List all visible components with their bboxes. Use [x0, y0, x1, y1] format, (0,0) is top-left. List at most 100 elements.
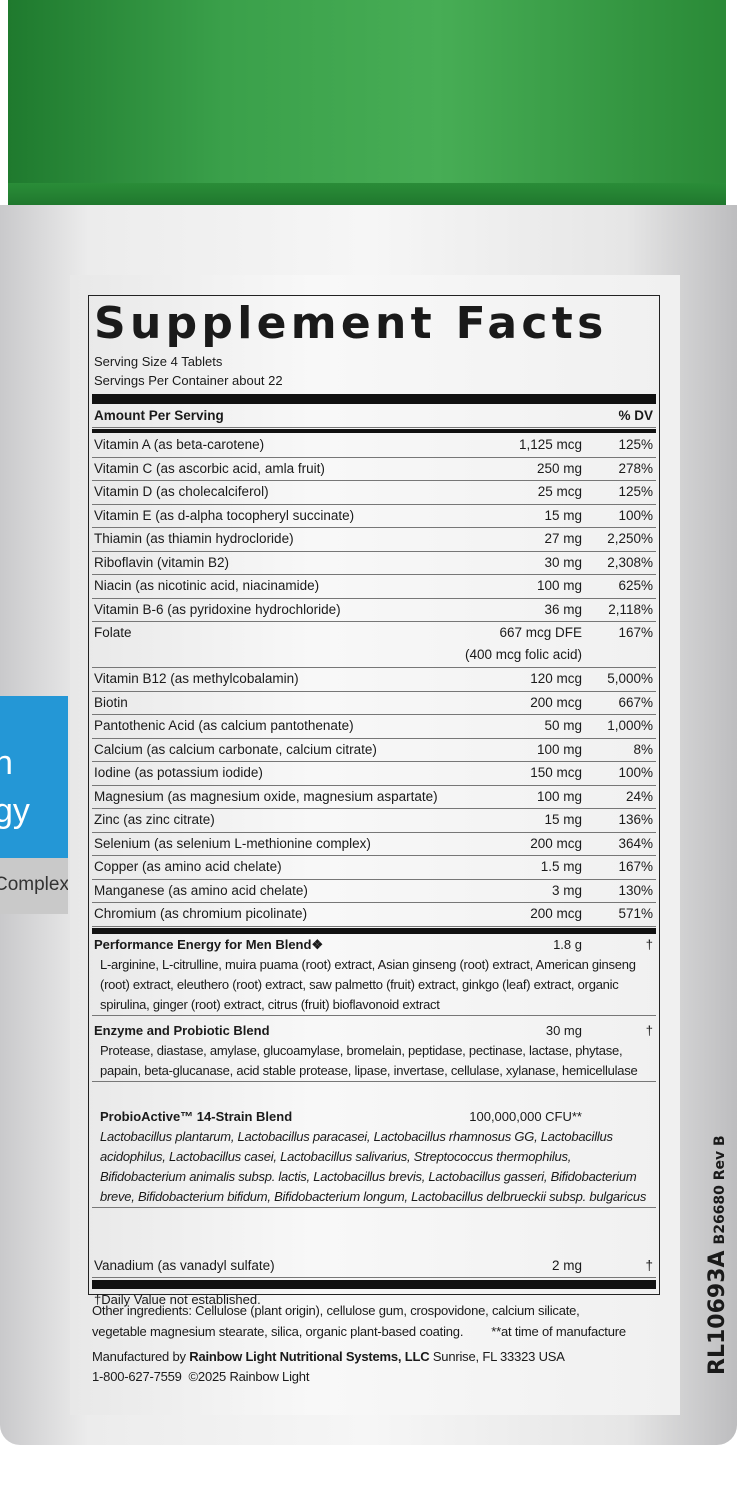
nutrient-name: Iodine (as potassium iodide): [94, 765, 263, 780]
nutrient-name: Zinc (as zinc citrate): [94, 812, 215, 827]
nutrient-row: Chromium (as chromium picolinate) 200 mc…: [92, 903, 656, 927]
other-ingredients: Other ingredients: Cellulose (plant orig…: [92, 1303, 580, 1318]
nutrient-dv: 130%: [618, 882, 653, 898]
blend-row: Enzyme and Probiotic Blend 30 mg † Protease…: [92, 1021, 656, 1082]
nutrient-dv: 100%: [618, 507, 653, 523]
blend-dv: †: [645, 1022, 653, 1038]
header-amount: Amount Per Serving: [94, 408, 224, 423]
nutrient-dv: 136%: [618, 812, 653, 827]
nutrient-amount: 250 mg: [536, 460, 582, 476]
nutrient-name: Vitamin E (as d-alpha tocopheryl succina…: [94, 507, 355, 523]
blend-amount: 100,000,000 CFU**: [469, 1108, 582, 1124]
front-label-edge: n gy: [0, 696, 68, 858]
nutrient-dv: 24%: [625, 788, 653, 804]
nutrient-amount: 25 mcg: [537, 484, 582, 499]
nutrient-row: Vitamin B-6 (as pyridoxine hydrochloride…: [92, 599, 656, 622]
nutrient-name: Vitamin C (as ascorbic acid, amla fruit): [94, 460, 325, 476]
nutrient-name: Chromium (as chromium picolinate): [94, 906, 308, 921]
nutrient-amount: 100 mg: [536, 578, 582, 593]
blend-header: Enzyme and Probiotic Blend 30 mg †: [94, 1021, 656, 1041]
product-code: RL10693A: [705, 1250, 730, 1375]
nutrient-row: Riboflavin (vitamin B2) 30 mg 2,308%: [92, 552, 656, 575]
bottle-cap: [8, 0, 726, 215]
nutrient-row: Zinc (as zinc citrate) 15 mg 136%: [92, 809, 656, 833]
nutrient-row: Copper (as amino acid chelate) 1.5 mg 16…: [92, 856, 656, 880]
panel-title: Supplement Facts: [94, 298, 608, 349]
nutrient-amount: 36 mg: [544, 601, 582, 617]
nutrient-dv: 5,000%: [607, 671, 653, 686]
nutrient-dv: 1,000%: [607, 718, 653, 733]
nutrient-row: Niacin (as nicotinic acid, niacinamide) …: [92, 575, 656, 599]
lot-code: RL10693A B26680 Rev B: [705, 1135, 730, 1375]
nutrient-row: Vitamin C (as ascorbic acid, amla fruit)…: [92, 458, 656, 481]
nutrient-amount: 200 mcg: [530, 835, 582, 851]
nutrient-name: Vitamin B-6 (as pyridoxine hydrochloride…: [94, 601, 341, 617]
label-background: [70, 275, 680, 1415]
copyright: ©2025 Rainbow Light: [188, 1369, 310, 1384]
front-label-text: gy: [0, 792, 30, 830]
blend-header: ProbioActive™ 14-Strain Blend 100,000,000…: [100, 1107, 656, 1127]
nutrient-row: Folate 667 mcg DFE 167% (400 mcg folic ac…: [92, 622, 656, 668]
nutrient-dv: 125%: [618, 437, 653, 452]
blend-amount: 30 mg: [545, 1022, 582, 1038]
blend-ingredients: L-arginine, L-citrulline, muira puama (r…: [100, 956, 636, 1012]
cfu-note: **at time of manufacture: [491, 1324, 626, 1339]
blend-name: ProbioActive™ 14-Strain Blend: [100, 1108, 293, 1124]
manufacturer-prefix: Manufactured by: [92, 1349, 186, 1364]
nutrient-dv: 2,250%: [607, 531, 653, 546]
nutrient-row: Pantothenic Acid (as calcium pantothenat…: [92, 715, 656, 739]
blend-header: Performance Energy for Men Blend❖ 1.8 g †: [94, 935, 656, 955]
blend-amount: 1.8 g: [553, 936, 582, 952]
nutrient-row: Magnesium (as magnesium oxide, magnesium…: [92, 786, 656, 809]
nutrient-name: Thiamin (as thiamin hydrocloride): [94, 531, 294, 546]
nutrient-dv: 625%: [618, 578, 653, 593]
nutrient-name: Copper (as amino acid chelate): [94, 859, 282, 874]
manufacturer-location: Sunrise, FL 33323 USA: [432, 1349, 565, 1364]
nutrient-name: Magnesium (as magnesium oxide, magnesium…: [94, 788, 438, 804]
nutrient-row: Vitamin B12 (as methylcobalamin) 120 mcg…: [92, 668, 656, 692]
nutrient-amount: 50 mg: [544, 718, 582, 733]
nutrient-amount: 2 mg: [551, 1257, 582, 1273]
divider-medium: [92, 429, 656, 433]
blend-name: Enzyme and Probiotic Blend: [94, 1022, 270, 1038]
serving-size: Serving Size 4 Tablets: [94, 354, 223, 369]
front-label-complex: Complex: [0, 874, 68, 895]
divider-thick: [92, 927, 656, 934]
header-dv: % DV: [618, 408, 653, 423]
nutrient-name: Pantothenic Acid (as calcium pantothenat…: [94, 718, 354, 733]
nutrient-row: Vitamin D (as cholecalciferol) 25 mcg 12…: [92, 481, 656, 505]
nutrient-amount: 1,125 mcg: [518, 437, 582, 452]
nutrient-name: Selenium (as selenium L-methionine compl…: [94, 835, 371, 851]
front-label-band: Complex: [0, 858, 68, 914]
nutrient-name: Calcium (as calcium carbonate, calcium c…: [94, 741, 377, 757]
nutrient-amount: 120 mcg: [530, 671, 582, 686]
nutrient-amount-detail: (400 mcg folic acid): [464, 647, 582, 662]
nutrient-dv: 125%: [618, 484, 653, 499]
nutrient-amount: 100 mg: [536, 741, 582, 757]
manufacturer-line: Manufactured by Rainbow Light Nutritiona…: [92, 1349, 565, 1364]
nutrient-row-vanadium: Vanadium (as vanadyl sulfate) 2 mg †: [92, 1255, 656, 1278]
blend-dv: †: [645, 936, 653, 952]
blend-ingredients: Protease, diastase, amylase, glucoamylas…: [100, 1042, 638, 1078]
servings-per-container: Servings Per Container about 22: [94, 373, 283, 388]
other-ingredients-2: vegetable magnesium stearate, silica, or…: [92, 1324, 626, 1339]
other-ingredients-text: vegetable magnesium stearate, silica, or…: [92, 1324, 464, 1339]
nutrient-dv: 2,118%: [608, 601, 653, 617]
nutrient-dv: 167%: [618, 859, 653, 874]
blend-row: ProbioActive™ 14-Strain Blend 100,000,000…: [92, 1107, 656, 1208]
nutrient-amount: 15 mg: [544, 507, 582, 523]
nutrient-row: Iodine (as potassium iodide) 150 mcg 100…: [92, 762, 656, 786]
nutrient-amount: 1.5 mg: [540, 859, 582, 874]
revision-code: B26680 Rev B: [712, 1135, 728, 1245]
nutrient-amount: 100 mg: [536, 788, 582, 804]
manufacturer-name: Rainbow Light Nutritional Systems, LLC: [189, 1349, 430, 1364]
nutrient-amount: 27 mg: [544, 531, 582, 546]
supplement-facts-panel: Supplement Facts Serving Size 4 Tablets …: [88, 295, 660, 1307]
nutrient-dv: 364%: [618, 835, 653, 851]
nutrient-name: Niacin (as nicotinic acid, niacinamide): [94, 578, 320, 593]
blend-name: Performance Energy for Men Blend❖: [94, 936, 324, 952]
nutrient-name: Manganese (as amino acid chelate): [94, 882, 308, 898]
nutrient-name: Vitamin A (as beta-carotene): [94, 437, 265, 452]
front-label-text: n: [0, 744, 13, 782]
nutrient-amount: 15 mg: [544, 812, 582, 827]
